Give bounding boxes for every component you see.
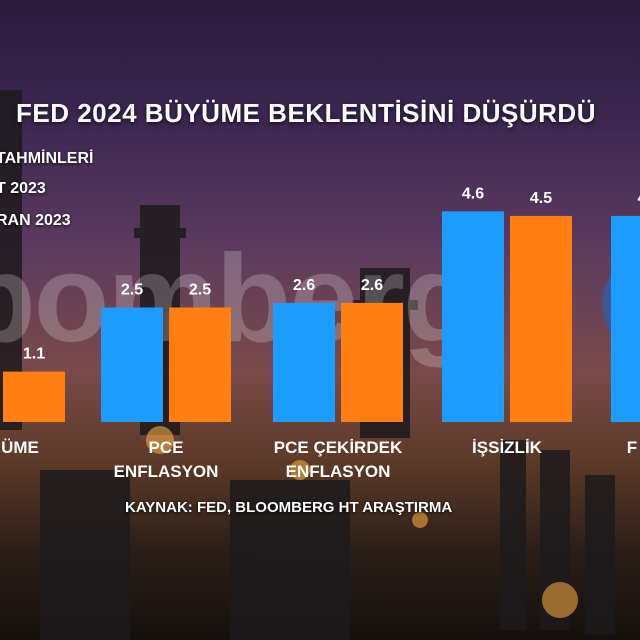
bar-series-2-cat-3 <box>510 215 572 422</box>
data-label-series-2-cat-0: 1.1 <box>23 346 45 363</box>
data-label-series-1-cat-4: 4 <box>638 190 640 207</box>
category-label-2-line-0: PCE ÇEKİRDEK <box>274 438 403 457</box>
data-label-series-2-cat-1: 2.5 <box>189 282 211 299</box>
legend-series-1: T 2023 <box>0 180 46 197</box>
source-note: KAYNAK: FED, BLOOMBERG HT ARAŞTIRMA <box>125 499 453 516</box>
data-label-series-1-cat-1: 2.5 <box>121 282 143 299</box>
category-label-4-line-0: F <box>627 438 637 457</box>
category-label-3-line-0: İŞSİZLİK <box>472 438 543 457</box>
bar-series-1-cat-4 <box>611 215 640 422</box>
data-label-series-2-cat-2: 2.6 <box>361 277 383 294</box>
legend-title: TAHMİNLERİ <box>0 150 94 167</box>
category-label-1-line-1: ENFLASYON <box>114 462 219 481</box>
bar-series-1-cat-3 <box>442 211 504 422</box>
data-label-series-1-cat-3: 4.6 <box>462 185 484 202</box>
category-label-1-line-0: PCE <box>149 438 184 457</box>
legend-series-2: RAN 2023 <box>0 212 71 229</box>
category-label-2-line-1: ENFLASYON <box>286 462 391 481</box>
bar-series-2-cat-1 <box>169 307 231 422</box>
data-label-series-2-cat-3: 4.5 <box>530 190 552 207</box>
bar-series-2-cat-0 <box>3 371 65 422</box>
bar-series-1-cat-1 <box>101 307 163 422</box>
chart-title: FED 2024 BÜYÜME BEKLENTİSİNİ DÜŞÜRDÜ <box>16 98 596 128</box>
category-label-0-line-0: ÜME <box>1 438 39 457</box>
bar-series-1-cat-2 <box>273 302 335 422</box>
data-label-series-1-cat-2: 2.6 <box>293 277 315 294</box>
bar-series-2-cat-2 <box>341 302 403 422</box>
